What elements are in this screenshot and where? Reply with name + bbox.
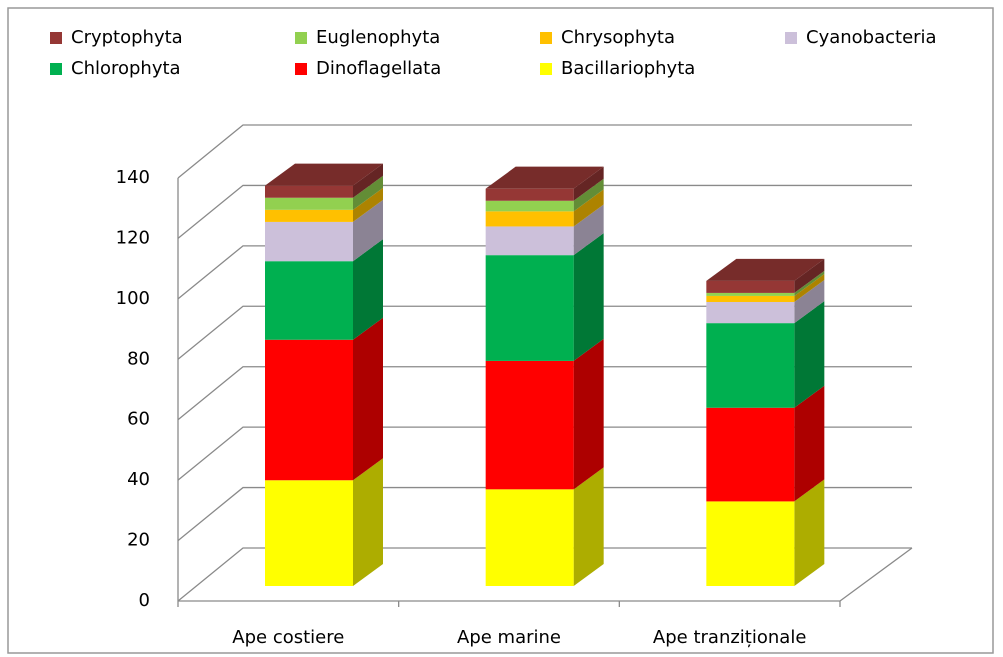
bar [706,280,795,293]
bar [706,501,795,586]
bar-side [573,467,604,586]
bar [706,407,795,502]
legend-label: Dinoflagellata [316,58,441,79]
grid-line [177,184,912,239]
bar-side [353,458,383,586]
legend-swatch [50,32,62,44]
legend-swatch [540,32,552,44]
bar-side [794,270,825,296]
bar [706,301,795,324]
bar [706,295,795,302]
bar [265,261,353,340]
y-tick-label: 40 [127,469,150,490]
legend-label: Chrysophyta [561,27,675,48]
legend-label: Cryptophyta [71,27,183,48]
bar [485,200,574,212]
bar-side [353,239,383,340]
bar-side [794,258,825,293]
bar-side [353,187,383,222]
legend-label: Bacillariophyta [561,58,695,79]
grid-line [177,124,912,179]
grid-line [177,426,912,481]
bar-side [353,199,383,262]
bar-side [794,273,825,302]
legend-label: Cyanobacteria [806,27,937,48]
bar-side [573,204,604,256]
bar-side [573,189,604,227]
bar-top [706,258,825,281]
bar [265,480,353,586]
bar-side [794,301,825,408]
bar [706,323,795,408]
legend-swatch [295,63,307,75]
bar [485,255,574,361]
legend-label: Euglenophyta [316,27,440,48]
legend-label: Chlorophyta [71,58,181,79]
y-tick-label: 60 [127,409,150,430]
bar-side [353,317,383,481]
bar-top [485,166,604,189]
legend-swatch [540,63,552,75]
grid-line [177,486,912,542]
grid-line [177,366,912,421]
x-tick-label: Ape tranziționale [653,627,806,648]
grid-line [177,547,912,602]
x-tick-label: Ape costiere [232,627,344,648]
bar [265,185,353,198]
bar [485,188,574,201]
bar [485,360,574,490]
bar-side [794,279,825,324]
bar [485,489,574,586]
bar [265,221,353,262]
bar-side [794,385,825,502]
bar [485,211,574,227]
bar-top [265,163,383,186]
x-tick-label: Ape marine [457,627,561,648]
bar-side [794,479,825,586]
legend-swatch [295,32,307,44]
bar-side [573,166,604,201]
grid-line [177,305,912,360]
y-tick-label: 120 [116,227,150,248]
bar [265,197,353,210]
bar-side [573,233,604,361]
y-tick-label: 20 [127,530,150,551]
legend-swatch [50,63,62,75]
bar [706,292,795,296]
y-tick-label: 0 [139,590,150,611]
bar-side [353,175,383,210]
bar [485,226,574,256]
legend-swatch [785,32,797,44]
y-tick-label: 100 [116,288,150,309]
bar-side [573,178,604,212]
bar [265,339,353,481]
bar-side [353,163,383,198]
bar [265,209,353,222]
y-tick-label: 80 [127,348,150,369]
bar-side [573,338,604,490]
y-tick-label: 140 [116,167,150,188]
grid-line [177,245,912,300]
